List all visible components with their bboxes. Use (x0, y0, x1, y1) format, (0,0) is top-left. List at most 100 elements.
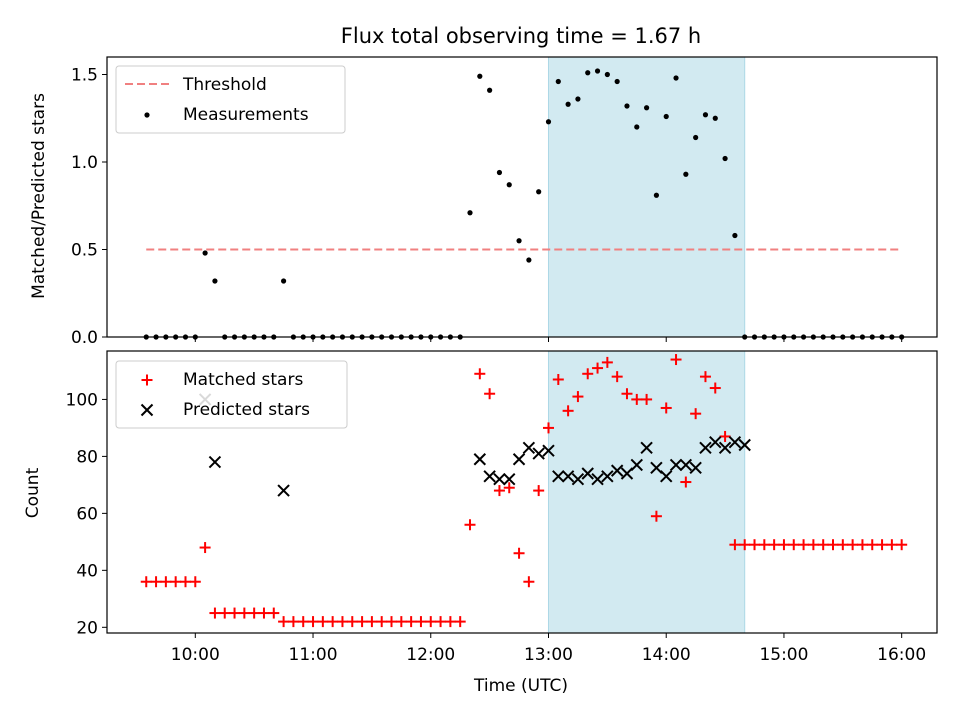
matched-star-point (533, 485, 545, 497)
legend-plus-marker (141, 374, 153, 386)
measurement-point (653, 192, 660, 198)
matched-star-point (464, 519, 476, 531)
legend-threshold-label: Threshold (182, 75, 267, 95)
measurement-point (526, 257, 532, 263)
y-tick-label: 1.0 (71, 153, 98, 173)
predicted-star-point (718, 441, 732, 455)
matched-star-point (219, 607, 231, 619)
predicted-star-point (738, 438, 751, 452)
measurement-point (732, 232, 738, 239)
measurement-point (594, 68, 601, 74)
measurement-point (693, 134, 699, 141)
matched-star-point (886, 539, 898, 551)
measurement-point (280, 278, 287, 284)
y-tick-label: 1.5 (71, 66, 98, 86)
matched-star-point (847, 539, 859, 551)
x-axis-label: Time (UTC) (473, 676, 568, 696)
predicted-star-point (277, 484, 290, 497)
matched-star-point (405, 616, 417, 628)
predicted-star-point (503, 472, 516, 486)
matched-star-point (807, 539, 819, 551)
x-tick-label: 12:00 (406, 645, 455, 665)
predicted-star-point (709, 435, 722, 449)
matched-star-point (356, 616, 368, 628)
matched-star-point (631, 393, 643, 405)
matched-star-point (601, 356, 613, 368)
matched-star-point (562, 405, 574, 417)
legend-measurements-label: Measurements (183, 105, 309, 125)
matched-star-point (327, 616, 339, 628)
predicted-star-point (669, 458, 683, 472)
bottom-y-ticks: 20 40 60 80 100 (66, 390, 107, 638)
matched-stars-points (140, 354, 908, 628)
matched-star-point (238, 607, 250, 619)
matched-star-point (386, 616, 398, 628)
y-tick-label: 100 (66, 390, 98, 410)
matched-star-point (179, 576, 191, 588)
top-legend: Threshold Measurements (115, 65, 346, 134)
measurement-point (516, 238, 522, 244)
measurement-point (545, 119, 552, 125)
predicted-star-point (640, 441, 653, 455)
predicted-star-point (522, 441, 536, 455)
matched-star-point (592, 362, 604, 374)
y-tick-label: 20 (76, 618, 98, 638)
legend-predicted-label: Predicted stars (183, 400, 310, 420)
predicted-star-point (630, 458, 643, 472)
matched-star-point (896, 539, 908, 551)
predicted-star-point (591, 472, 604, 486)
matched-star-point (778, 539, 790, 551)
matched-star-point (150, 576, 162, 588)
matched-star-point (827, 539, 839, 551)
legend-predicted-swatch (140, 403, 154, 417)
predicted-star-point (689, 461, 702, 474)
measurement-point (614, 78, 620, 85)
predicted-star-point (532, 447, 545, 460)
measurement-point (604, 71, 610, 78)
bottom-legend: Matched stars Predicted stars (115, 360, 348, 429)
measurement-point (722, 155, 728, 162)
matched-star-point (660, 402, 672, 414)
matched-star-point (209, 607, 221, 619)
matched-star-point (690, 408, 702, 420)
matched-star-point (140, 576, 152, 588)
matched-star-point (739, 539, 751, 551)
matched-star-point (709, 382, 721, 394)
predicted-star-point (679, 458, 693, 472)
y-tick-label: 0.5 (71, 241, 98, 261)
predicted-star-point (620, 467, 634, 480)
top-y-axis-label: Matched/Predicted stars (29, 93, 49, 299)
bottom-legend-box (115, 360, 348, 429)
matched-star-point (856, 539, 868, 551)
measurement-point (673, 75, 679, 81)
matched-star-point (278, 616, 290, 628)
matched-star-point (670, 354, 682, 366)
matched-star-point (876, 539, 888, 551)
matched-star-point (189, 576, 201, 588)
matched-star-point (641, 393, 653, 405)
predicted-star-point (571, 472, 585, 486)
matched-star-point (611, 371, 623, 383)
x-tick-label: 16:00 (877, 645, 926, 665)
matched-star-point (199, 542, 211, 554)
matched-star-point (621, 388, 633, 400)
bottom-y-axis-label: Count (23, 467, 43, 518)
legend-x-marker (140, 403, 154, 417)
predicted-star-point (473, 453, 487, 466)
predicted-stars-points (198, 393, 751, 497)
matched-star-point (582, 368, 594, 380)
measurement-point (477, 73, 483, 79)
x-tick-label: 13:00 (524, 645, 573, 665)
top-x-ticks (194, 337, 903, 342)
measurement-point (487, 87, 493, 93)
x-tick-label: 10:00 (171, 645, 220, 665)
matched-star-point (523, 576, 535, 588)
matched-star-point (788, 539, 800, 551)
matched-star-point (474, 368, 486, 380)
predicted-star-point (610, 464, 624, 477)
predicted-star-point (552, 470, 565, 483)
matched-star-point (650, 510, 662, 522)
predicted-star-point (561, 470, 575, 483)
matched-star-point (317, 616, 329, 628)
